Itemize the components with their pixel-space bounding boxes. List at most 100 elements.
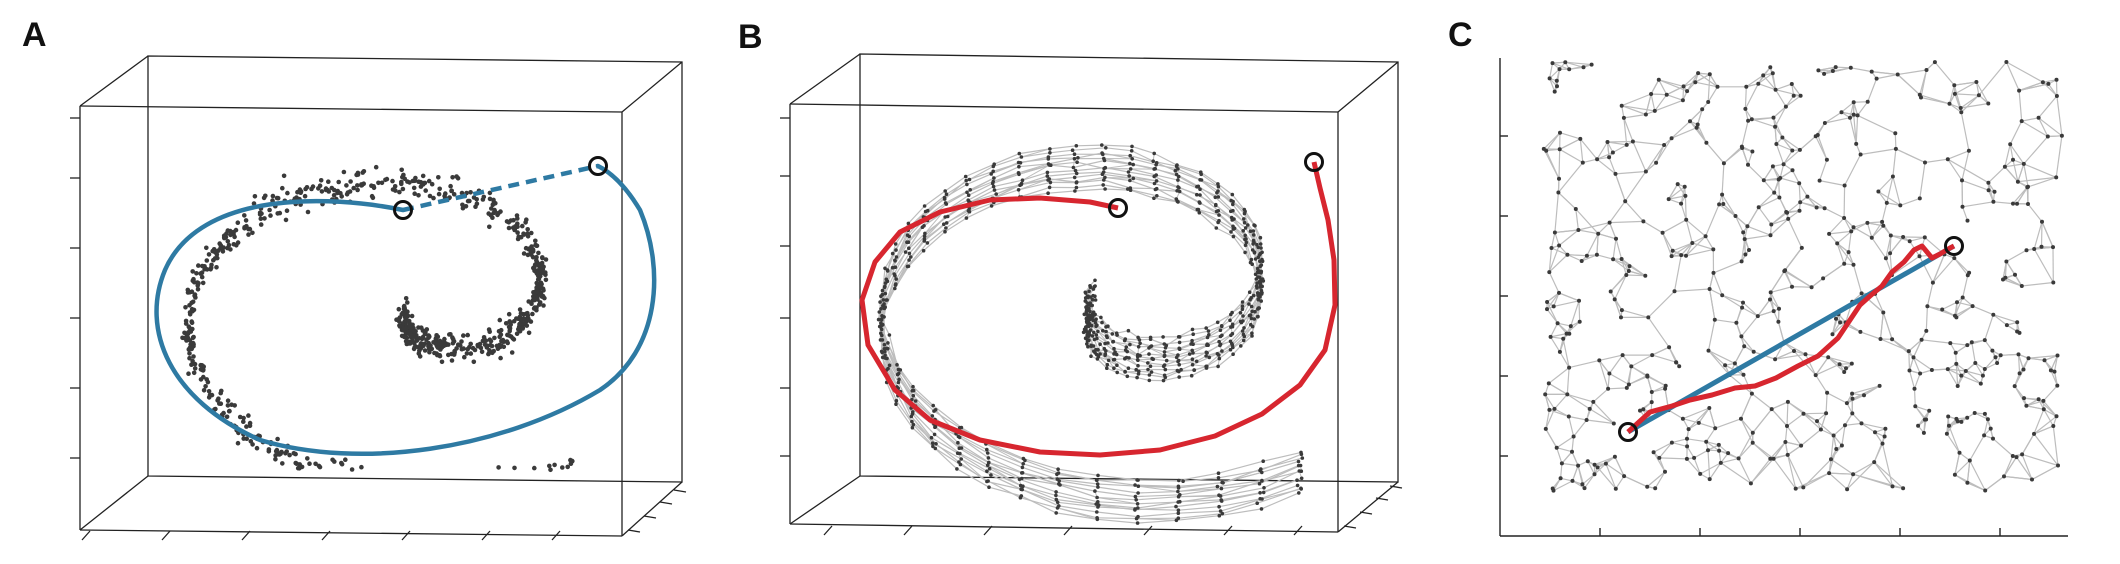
graph-node [1231, 202, 1235, 207]
graph-node [1155, 194, 1159, 198]
graph-node [1084, 319, 1089, 324]
panel-c-graph-nodes [1541, 60, 2064, 493]
graph-edge [1557, 178, 1560, 193]
graph-node [1610, 150, 1615, 155]
graph-edge [1217, 183, 1233, 196]
panel-b-ticks [780, 117, 1403, 536]
data-point [232, 403, 237, 408]
data-point [402, 334, 407, 340]
graph-edge [2018, 90, 2023, 122]
graph-edge [1586, 233, 1599, 256]
graph-node [1247, 302, 1251, 306]
graph-edge [1707, 74, 1711, 103]
graph-edge [1849, 102, 1855, 118]
graph-node [1711, 247, 1716, 252]
graph-node [1833, 65, 1838, 70]
graph-node [1681, 84, 1686, 89]
data-point [335, 188, 341, 194]
graph-edge [1609, 220, 1644, 224]
graph-node [1785, 399, 1790, 404]
graph-node [2020, 452, 2025, 457]
graph-node [1242, 211, 1247, 216]
graph-edge [1153, 197, 1179, 203]
graph-node [1769, 407, 1774, 412]
graph-edge [2042, 385, 2058, 402]
graph-edge [1795, 472, 1830, 490]
graph-edge [1677, 183, 1686, 197]
graph-edge [1097, 483, 1139, 487]
graph-edge [1877, 176, 1894, 192]
graph-node [1242, 334, 1247, 339]
graph-edge [1881, 443, 1894, 487]
data-point [214, 265, 219, 270]
graph-node [1047, 163, 1052, 167]
graph-edge [1097, 518, 1138, 524]
graph-edge [1954, 93, 1962, 109]
graph-node [1960, 204, 1965, 209]
data-point [343, 457, 348, 463]
graph-edge [1205, 321, 1218, 329]
graph-node [1720, 293, 1725, 298]
graph-node [1768, 297, 1772, 302]
graph-node [1557, 67, 1562, 72]
graph-node [1161, 378, 1166, 383]
graph-edge [1057, 478, 1098, 485]
graph-node [955, 467, 959, 471]
graph-node [1133, 494, 1138, 499]
graph-edge [1100, 317, 1109, 327]
graph-node [895, 372, 900, 377]
graph-edge [1582, 473, 1595, 485]
graph-edge [923, 231, 946, 252]
graph-node [1940, 307, 1945, 312]
graph-edge [1116, 330, 1129, 334]
graph-edge [1207, 341, 1220, 346]
data-point [496, 210, 501, 216]
graph-edge [1824, 111, 1842, 124]
graph-edge [1961, 180, 1964, 207]
graph-node [893, 286, 897, 291]
graph-edge [1876, 73, 1898, 80]
graph-node [1252, 317, 1257, 321]
graph-node [1197, 210, 1202, 215]
data-point [515, 230, 520, 235]
graph-edge [1614, 173, 1626, 202]
graph-node [1960, 295, 1965, 300]
data-point [318, 178, 324, 183]
graph-node [1649, 390, 1654, 394]
graph-edge [1073, 159, 1105, 169]
graph-node [1749, 391, 1754, 396]
graph-edge [2023, 163, 2029, 187]
graph-edge [1886, 202, 1901, 206]
graph-edge [2003, 475, 2033, 481]
data-point [309, 186, 314, 192]
graph-node [1624, 142, 1629, 147]
panel-a-edge [621, 61, 683, 113]
graph-node [1017, 164, 1021, 169]
graph-node [1105, 366, 1109, 371]
graph-edge [1857, 114, 1896, 134]
data-point [222, 235, 227, 241]
graph-edge [1908, 357, 1915, 371]
graph-edge [1852, 393, 1865, 396]
graph-node [1020, 487, 1024, 492]
data-point [543, 257, 549, 262]
graph-node [1204, 354, 1208, 358]
graph-edge [1772, 73, 1777, 90]
graph-edge [1176, 515, 1220, 521]
graph-edge [1966, 460, 1971, 483]
data-point [442, 336, 447, 342]
graph-edge [1218, 460, 1264, 474]
tick-mark [903, 525, 913, 536]
graph-node [1606, 386, 1611, 391]
data-point [344, 183, 349, 188]
data-point [200, 263, 205, 269]
graph-edge [934, 426, 960, 449]
graph-edge [1543, 132, 1561, 150]
graph-node [1746, 162, 1750, 167]
graph-node [1088, 309, 1092, 314]
graph-edge [1215, 204, 1233, 221]
graph-node [1128, 161, 1132, 166]
graph-node [992, 188, 997, 192]
graph-node [1579, 259, 1584, 263]
graph-node [1986, 188, 1991, 193]
